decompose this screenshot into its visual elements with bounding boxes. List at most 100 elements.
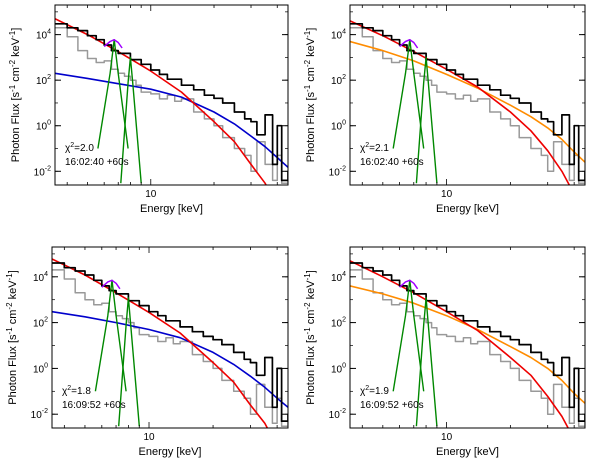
y-tick-label: 100 — [331, 362, 346, 375]
data-point — [117, 52, 119, 55]
y-label-text: ] — [7, 270, 19, 273]
y-axis-label: Photon Flux [s-1​ cm-2​ keV-1​] — [5, 270, 19, 405]
chi-exponent: 2 — [70, 142, 74, 149]
chi-symbol: χ — [65, 143, 71, 154]
y-label-exponent: -1 — [5, 273, 14, 281]
data-point — [436, 63, 438, 66]
data-point — [86, 34, 89, 37]
data-point — [382, 34, 384, 37]
y-tick-base: 10 — [36, 76, 48, 87]
data-point — [93, 279, 95, 282]
y-tick-base: 10 — [331, 122, 343, 133]
y-label-exponent: -1 — [8, 30, 17, 38]
data-point — [243, 118, 246, 120]
y-label-text: Photon Flux [ — [10, 97, 22, 162]
plot-frame — [54, 4, 289, 186]
series-background-0 — [55, 27, 288, 184]
data-point — [445, 69, 448, 71]
data-point — [63, 266, 66, 269]
series-second-0 — [55, 72, 288, 168]
data-point — [276, 367, 278, 370]
time-interval-label: 16:09:52 +60s — [360, 400, 424, 411]
y-tick-exponent: 4 — [342, 29, 346, 36]
y-tick-base: 10 — [33, 319, 45, 330]
data-point — [509, 338, 512, 341]
y-label-unit: keV — [305, 280, 317, 300]
y-label-unit: s — [305, 91, 317, 97]
series-data-0 — [350, 22, 585, 182]
data-point — [518, 102, 520, 104]
y-tick-exponent: 4 — [342, 271, 346, 278]
data-point — [561, 114, 563, 116]
data-point — [264, 356, 266, 359]
y-label-text: Photon Flux [ — [305, 97, 317, 162]
data-point — [179, 326, 181, 328]
y-tick-label: 102 — [331, 317, 346, 330]
y-label-exponent: -1 — [8, 84, 17, 92]
data-point — [74, 270, 76, 272]
series-total-0 — [399, 279, 419, 290]
y-label-text: ] — [305, 270, 317, 273]
data-point — [518, 343, 520, 346]
data-point — [390, 38, 393, 41]
series-thermal-0 — [52, 258, 269, 428]
data-point — [413, 52, 415, 55]
data-point — [250, 120, 252, 123]
data-point — [271, 406, 274, 409]
data-point — [413, 293, 415, 295]
data-point — [573, 124, 575, 127]
data-point — [561, 356, 563, 359]
y-label-unit: keV — [305, 37, 317, 57]
data-point — [476, 326, 479, 328]
series-lines-1 — [118, 297, 140, 427]
data-point — [280, 420, 283, 422]
x-tick-label: 10 — [441, 189, 453, 200]
series-lines-0 — [97, 39, 129, 149]
y-tick-label: 100 — [36, 120, 51, 133]
y-tick-base: 10 — [329, 167, 341, 178]
y-tick-label: 104 — [331, 271, 346, 284]
series-second-0 — [350, 40, 585, 163]
y-label-exponent: -1 — [303, 273, 312, 281]
chi-value: =2.0 — [74, 143, 94, 154]
y-axis-label: Photon Flux [s-1​ cm-2​ keV-1​] — [303, 270, 317, 405]
x-axis-label: Energy [keV] — [140, 203, 203, 215]
chi-symbol: χ — [360, 386, 366, 397]
y-label-exponent: -1 — [303, 30, 312, 38]
y-tick-base: 10 — [34, 167, 46, 178]
data-point — [255, 374, 258, 377]
chi-exponent: 2 — [67, 385, 71, 392]
series-total-0 — [101, 279, 121, 290]
y-label-text: Photon Flux [ — [7, 340, 19, 405]
y-tick-label: 10-2 — [34, 165, 51, 178]
chi-exponent: 2 — [365, 142, 369, 149]
y-tick-exponent: -2 — [45, 165, 51, 172]
plot-frame — [51, 246, 289, 429]
data-point — [108, 289, 110, 292]
y-tick-base: 10 — [33, 273, 45, 284]
series-thermal-0 — [350, 20, 571, 185]
y-tick-exponent: 2 — [342, 317, 346, 324]
y-label-unit: s — [305, 334, 317, 340]
data-point — [157, 314, 159, 317]
data-point — [454, 314, 457, 317]
data-point — [264, 114, 266, 116]
y-tick-label: 104 — [36, 29, 51, 42]
chi-square-label: χ2=2.1 — [360, 142, 389, 154]
data-point — [568, 163, 571, 166]
y-label-exponent: -2 — [303, 302, 312, 310]
y-label-text: Photon Flux [ — [305, 340, 317, 405]
chi-symbol: χ — [360, 143, 366, 154]
data-point — [476, 84, 479, 86]
data-point — [361, 266, 364, 269]
data-point — [372, 270, 374, 272]
chi-value: =2.1 — [369, 143, 389, 154]
y-label-text: ] — [305, 28, 317, 31]
data-point — [540, 118, 543, 120]
plot-frame — [349, 4, 586, 186]
data-point — [546, 361, 549, 364]
data-point — [66, 27, 68, 29]
